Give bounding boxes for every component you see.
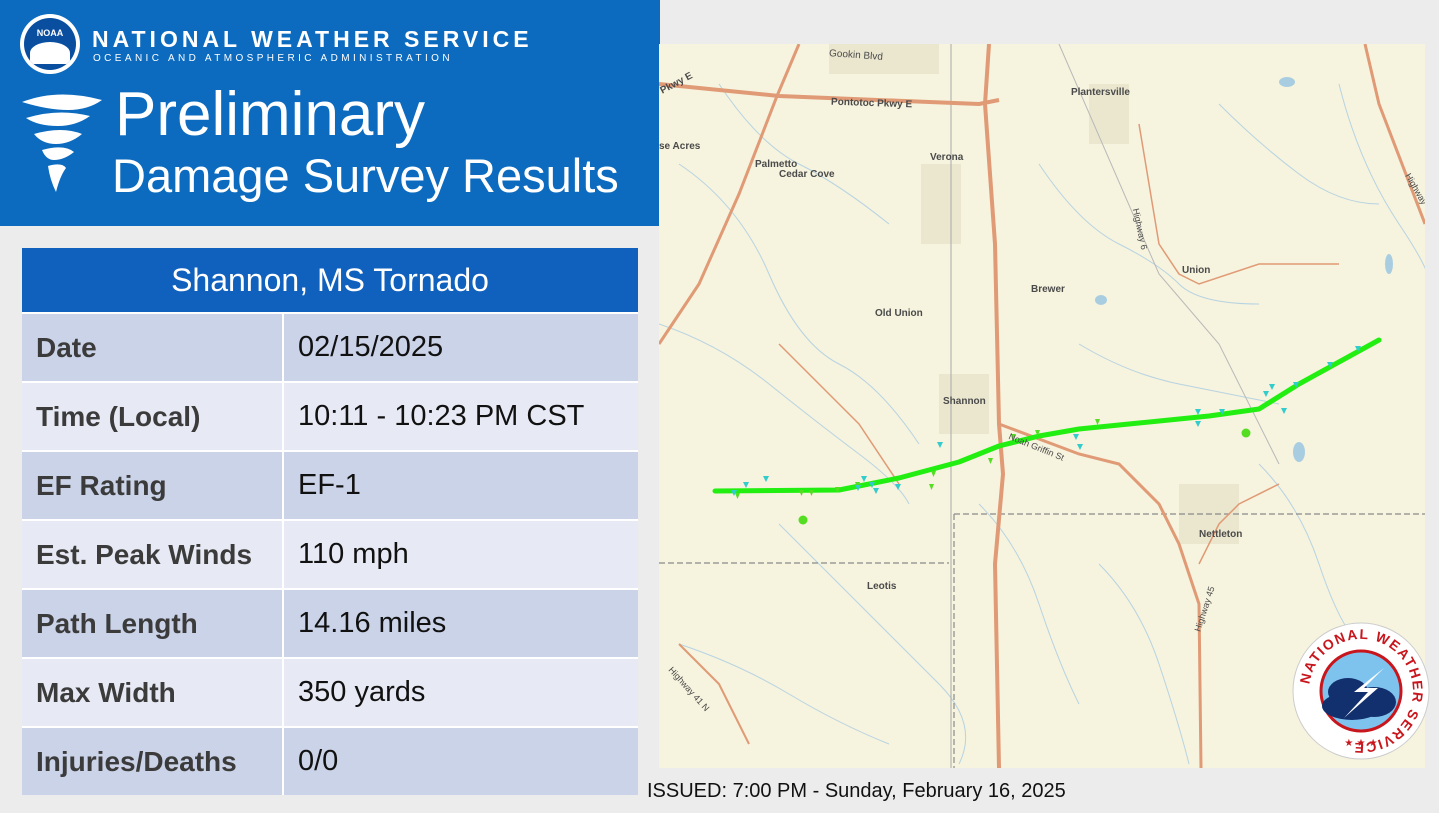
table-row: Injuries/Deaths 0/0 [22,726,638,795]
row-value: 110 mph [298,538,409,570]
survey-point-markers [731,346,1361,496]
row-value: 02/15/2025 [298,331,444,363]
survey-title: Shannon, MS Tornado [22,248,638,312]
row-value: 350 yards [298,676,426,708]
map-label-old-union: Old Union [875,308,923,319]
nws-logo: NATIONAL WEATHER SERVICE ★ ★ ★ [1292,622,1430,760]
row-label: Max Width [22,659,284,726]
issued-timestamp: ISSUED: 7:00 PM - Sunday, February 16, 2… [647,780,1066,802]
tornado-path-line [712,337,1382,494]
row-value: 10:11 - 10:23 PM CST [298,400,585,432]
header-banner: NOAA NATIONAL WEATHER SERVICE OCEANIC AN… [0,0,660,226]
agency-name: NATIONAL WEATHER SERVICE [92,26,533,52]
agency-subtitle: OCEANIC AND ATMOSPHERIC ADMINISTRATION [93,53,453,64]
noaa-logo: NOAA [20,14,80,74]
table-row: Max Width 350 yards [22,657,638,726]
map-label-union: Union [1182,265,1211,276]
tornado-icon [22,94,102,192]
row-value: 0/0 [298,745,339,777]
map-label-cedar-cove: Cedar Cove [779,169,835,180]
row-label: Time (Local) [22,383,284,450]
survey-table: Shannon, MS Tornado Date 02/15/2025 Time… [22,248,638,795]
row-value: EF-1 [298,469,361,501]
table-row: Est. Peak Winds 110 mph [22,519,638,588]
table-row: Date 02/15/2025 [22,312,638,381]
tornado-track-layer [712,337,1382,525]
title-damage-survey: Damage Survey Results [112,149,619,202]
row-label: Date [22,314,284,381]
table-row: EF Rating EF-1 [22,450,638,519]
map-label-leotis: Leotis [867,581,897,592]
noaa-logo-text: NOAA [36,28,64,38]
map-label-plantersville: Plantersville [1071,87,1130,98]
damage-point-markers [735,419,1251,525]
row-label: Path Length [22,590,284,657]
row-label: Est. Peak Winds [22,521,284,588]
map-label-nettleton: Nettleton [1199,529,1243,540]
map-label-shannon: Shannon [943,396,986,407]
svg-text:★ ★ ★: ★ ★ ★ [1344,738,1377,749]
row-label: Injuries/Deaths [22,728,284,795]
row-value: 14.16 miles [298,607,447,639]
table-row: Path Length 14.16 miles [22,588,638,657]
row-label: EF Rating [22,452,284,519]
map-label-acres: se Acres [659,141,701,152]
tornado-track-map[interactable]: Gookin Blvd Pkwy E Pontotoc Pkwy E se Ac… [659,44,1425,768]
map-label-verona: Verona [930,152,964,163]
map-canvas [659,44,1425,768]
table-row: Time (Local) 10:11 - 10:23 PM CST [22,381,638,450]
map-label-brewer: Brewer [1031,284,1065,295]
map-label-palmetto: Palmetto [755,159,798,170]
title-preliminary: Preliminary [115,80,426,149]
